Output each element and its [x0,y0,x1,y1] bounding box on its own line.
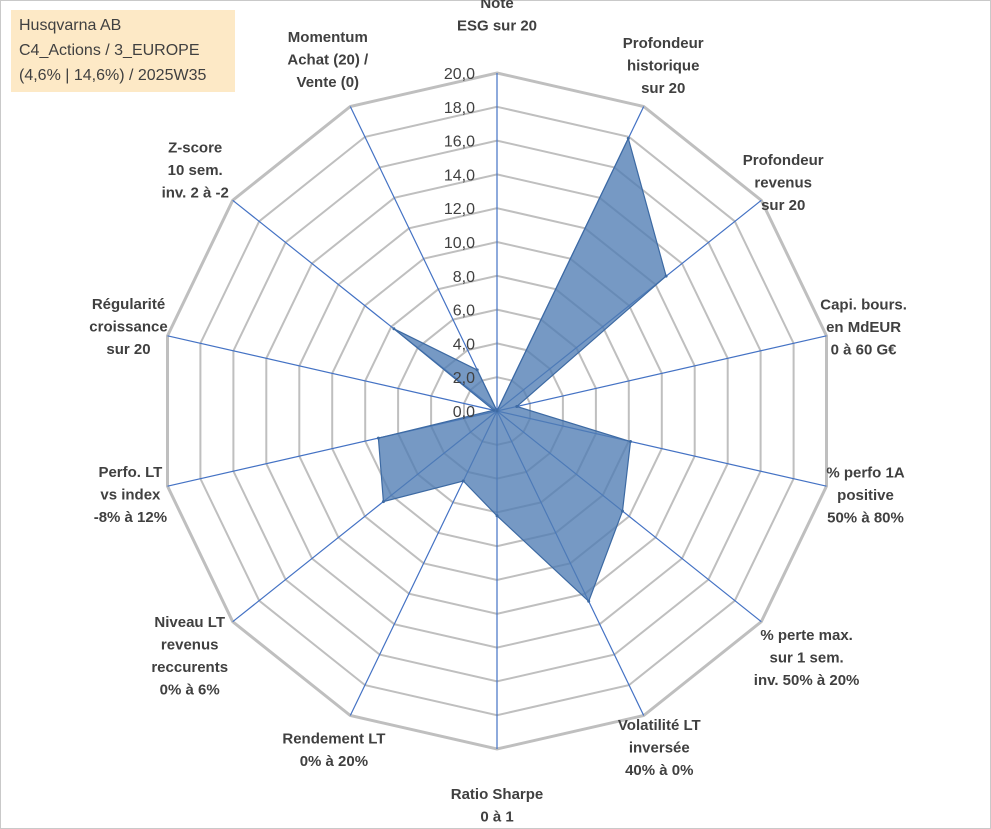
radial-tick-label: 20,0 [444,66,475,83]
category-labels: Note ESG sur 20 Profondeur historique sur 20… [89,0,907,826]
axis-label: Rendement LT 0% à 20% [282,730,385,770]
radial-tick-labels: 0,0 2,0 4,0 6,0 8,0 10,0 12,0 14,0 16,0 18,0 20,0 [444,66,475,421]
axis-label-line: Rendement LT [282,730,385,747]
radial-tick-label: 16,0 [444,134,475,151]
axis-label-line: Momentum [288,29,368,46]
axis-spoke [167,335,498,412]
data-point [492,408,496,412]
axis-label: Capi. bours. en MdEUR 0 à 60 G€ [820,297,907,359]
radial-tick-label: 4,0 [453,336,475,353]
axis-label-line: % perte max. [760,627,853,644]
axis-label-line: positive [837,487,894,504]
axis-label-line: Z-score [168,140,222,157]
axis-label: Profondeur revenus sur 20 [743,152,824,214]
data-point [664,274,668,278]
radial-tick-label: 0,0 [453,404,475,421]
axis-label-line: en MdEUR [826,319,901,336]
axis-label-line: inversée [629,740,690,757]
axis-label-line: reccurents [151,659,228,676]
axis-label-line: inv. 50% à 20% [754,672,860,689]
axis-label-line: 10 sem. [168,162,223,179]
data-point [495,409,499,413]
radial-tick-label: 10,0 [444,235,475,252]
data-point [461,479,465,483]
axis-label-line: revenus [754,175,812,192]
axis-label-line: 0% à 20% [300,753,368,770]
axis-label: Z-score 10 sem. inv. 2 à -2 [162,140,229,202]
portfolio-category: C4_Actions / 3_EUROPE [19,42,200,59]
radial-tick-label: 18,0 [444,100,475,117]
axis-label-line: Note [480,0,513,12]
axis-label-line: sur 1 sem. [769,650,843,667]
radial-tick-label: 12,0 [444,201,475,218]
data-point [629,440,632,443]
performance-week: (4,6% | 14,6%) / 2025W35 [19,67,207,84]
axis-label: Note ESG sur 20 [457,0,537,35]
security-name: Husqvarna AB [19,17,122,34]
axis-label: Profondeur historique sur 20 [623,35,704,97]
axis-label: % perte max. sur 1 sem. inv. 50% à 20% [754,627,860,689]
axis-label-line: Perfo. LT [98,464,162,481]
axis-label-line: Volatilité LT [618,717,701,734]
data-point [381,500,385,504]
axis-label-line: Capi. bours. [820,297,907,314]
axis-label-line: Vente (0) [297,74,360,91]
axis-label: Ratio Sharpe 0 à 1 [451,786,544,826]
radial-tick-label: 6,0 [453,303,475,320]
axis-spoke [496,335,827,412]
info-box: Husqvarna AB C4_Actions / 3_EUROPE (4,6%… [11,10,235,92]
data-point [515,405,519,408]
axis-label-line: croissance [89,319,167,336]
axis-label-line: 40% à 0% [625,762,693,779]
data-point [626,136,630,140]
axis-label-line: Profondeur [623,35,704,52]
axis-label-line: 0% à 6% [160,682,220,699]
axis-label: Volatilité LT inversée 40% à 0% [618,717,701,779]
axis-label: % perfo 1A positive 50% à 80% [826,464,905,526]
axis-label-line: Profondeur [743,152,824,169]
axis-label-line: historique [627,58,700,75]
axis-spoke [349,106,498,412]
axis-label: Perfo. LT vs index -8% à 12% [94,464,167,526]
axis-label-line: sur 20 [761,197,805,214]
axis-label-line: vs index [100,486,161,503]
axis-label-line: sur 20 [106,341,150,358]
radial-tick-label: 14,0 [444,167,475,184]
data-point [495,514,499,518]
axis-label-line: Régularité [92,296,165,313]
axis-label-line: ESG sur 20 [457,18,537,35]
data-point [475,368,479,372]
axis-label-line: 50% à 80% [827,509,904,526]
axis-label: Régularité croissance sur 20 [89,296,167,358]
axis-label-line: sur 20 [641,80,685,97]
axis-label: Momentum Achat (20) / Vente (0) [287,29,369,91]
radial-tick-label: 8,0 [453,269,475,286]
axis-label-line: % perfo 1A [826,464,905,481]
data-point [587,599,591,603]
axis-label-line: inv. 2 à -2 [162,185,229,202]
axis-label-line: 0 à 1 [480,809,513,826]
axis-label-line: Achat (20) / [287,51,369,68]
axis-label-line: Niveau LT [154,614,225,631]
data-point [376,436,380,440]
axis-label-line: Ratio Sharpe [451,786,544,803]
axis-label-line: -8% à 12% [94,509,167,526]
axis-label-line: 0 à 60 G€ [831,342,898,359]
axis-label-line: revenus [161,637,219,654]
radar-series-layer [376,136,668,603]
radial-tick-label: 2,0 [453,370,475,387]
data-point [621,509,624,513]
data-point [392,327,396,331]
axis-label: Niveau LT revenus reccurents 0% à 6% [151,614,228,699]
